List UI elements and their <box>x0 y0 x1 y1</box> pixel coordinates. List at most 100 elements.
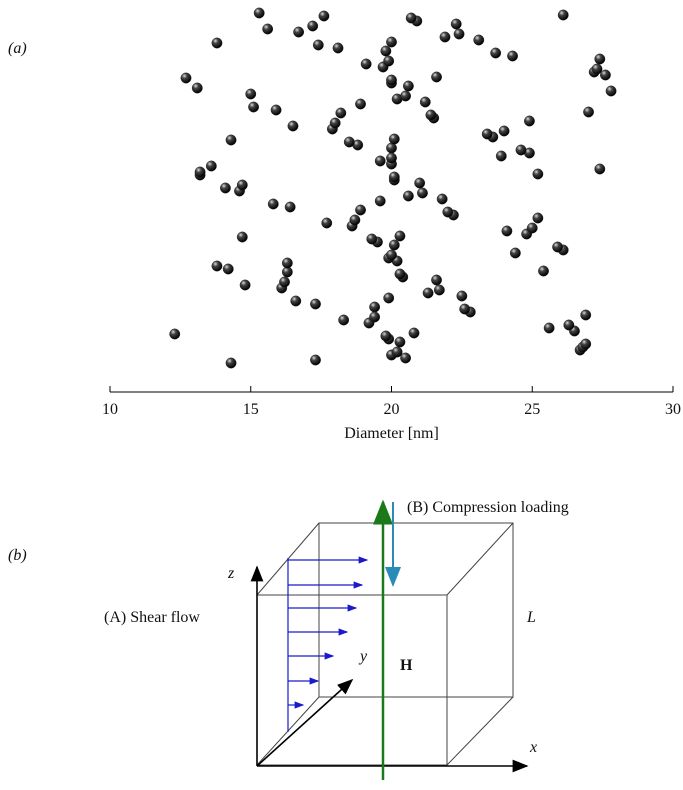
particle <box>236 179 248 191</box>
particle <box>532 212 544 224</box>
particle <box>321 217 333 229</box>
particle <box>287 120 299 132</box>
x-tick-label: 20 <box>384 401 400 418</box>
particle <box>318 10 330 22</box>
axis-label: x <box>529 739 537 756</box>
particle <box>293 26 305 38</box>
particle <box>374 195 386 207</box>
particle <box>524 115 535 127</box>
particle <box>169 328 181 340</box>
particle <box>425 109 437 121</box>
particle <box>386 152 397 164</box>
particle <box>481 128 493 140</box>
x-tick-label: 30 <box>665 401 681 418</box>
panel-label: (a) <box>8 40 27 57</box>
particle <box>498 125 510 137</box>
particle <box>386 249 397 261</box>
x-axis-label: Diameter [nm] <box>344 425 439 442</box>
particle <box>225 357 237 369</box>
particle <box>290 295 302 307</box>
particle <box>329 117 341 129</box>
particle <box>335 107 347 119</box>
particle <box>194 166 206 178</box>
particle <box>248 101 259 113</box>
particle <box>355 98 366 110</box>
particle <box>543 322 555 334</box>
particle <box>509 247 521 259</box>
particle <box>417 187 428 199</box>
particle <box>220 182 231 194</box>
particle <box>388 171 400 183</box>
particle <box>253 7 265 19</box>
particle <box>386 142 397 154</box>
particle <box>501 225 513 237</box>
particle <box>552 241 563 253</box>
particle <box>459 303 471 315</box>
particle <box>281 257 293 269</box>
particle <box>270 104 282 116</box>
particle <box>495 150 507 162</box>
particle <box>405 12 417 24</box>
particle <box>600 69 611 81</box>
particle <box>388 133 400 145</box>
box-back <box>318 522 514 698</box>
particle <box>580 309 592 321</box>
length-label: L <box>526 609 536 626</box>
particle <box>180 72 192 84</box>
particle <box>369 301 381 313</box>
particle <box>386 36 397 48</box>
panel-label: (b) <box>8 547 27 564</box>
box-edges <box>256 522 514 766</box>
particle <box>490 47 502 59</box>
particle <box>436 193 448 205</box>
particle <box>380 330 392 342</box>
particle <box>267 198 279 210</box>
particle <box>591 63 603 75</box>
particle <box>433 284 445 296</box>
particle <box>605 85 617 97</box>
particle <box>245 88 257 100</box>
particle <box>431 71 442 83</box>
particle <box>205 160 217 172</box>
particle <box>594 53 606 65</box>
particle <box>262 23 274 35</box>
particle <box>400 90 411 102</box>
particle <box>383 55 395 67</box>
particle <box>338 314 350 326</box>
particle <box>450 18 462 30</box>
particle <box>284 201 296 213</box>
particle <box>583 106 594 118</box>
particle <box>211 37 223 49</box>
particle <box>383 292 395 304</box>
x-tick-label: 25 <box>524 401 540 418</box>
particle <box>442 206 454 218</box>
particle <box>211 260 223 272</box>
particle <box>422 287 434 299</box>
particle <box>307 20 319 32</box>
particle <box>532 168 544 180</box>
particle <box>526 222 538 234</box>
particle <box>239 279 251 291</box>
particle <box>310 298 321 310</box>
diagram <box>250 499 529 780</box>
shear-profile <box>287 556 369 732</box>
particle <box>580 338 592 350</box>
particle <box>386 74 397 86</box>
y-axis <box>256 678 354 767</box>
particle <box>394 336 406 348</box>
particle <box>431 274 442 286</box>
particle <box>366 233 378 245</box>
particle <box>349 214 361 226</box>
particle <box>374 155 386 167</box>
shear-label: (A) Shear flow <box>104 609 200 626</box>
particle <box>557 9 569 21</box>
particle <box>369 311 381 323</box>
particle <box>419 96 431 108</box>
particle <box>391 346 403 358</box>
particle <box>439 31 451 43</box>
particle <box>400 352 411 364</box>
particle <box>538 265 549 277</box>
particle <box>515 144 527 156</box>
particle <box>191 82 203 94</box>
